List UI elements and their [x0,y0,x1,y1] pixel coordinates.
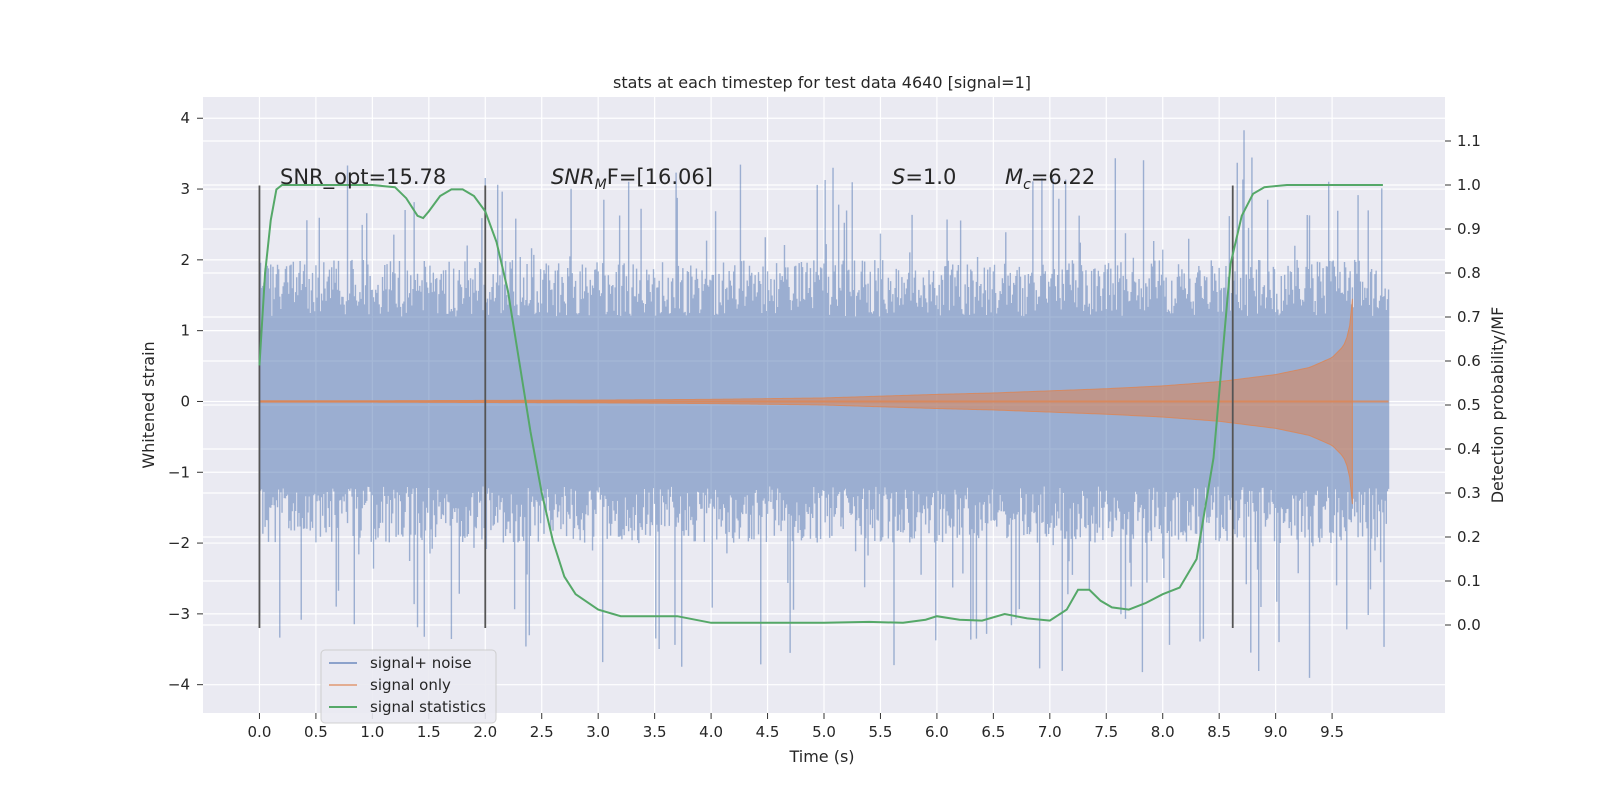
x-tick-label: 0.5 [304,723,328,741]
y-right-tick-label: 0.2 [1457,528,1481,546]
y-right-tick-label: 0.5 [1457,396,1481,414]
x-tick-label: 1.5 [417,723,441,741]
y-right-tick-label: 0.3 [1457,484,1481,502]
x-axis-ticks: 0.0 0.5 1.0 1.5 2.0 2.5 3.0 3.5 4.0 4.5 5.0 5.5 6.0 6… [248,713,1344,741]
x-tick-label: 7.5 [1094,723,1118,741]
x-tick-label: 6.5 [981,723,1005,741]
y-tick-label: −3 [168,605,190,623]
y-tick-label: −4 [168,676,190,694]
x-tick-label: 2.0 [473,723,497,741]
y-right-tick-label: 0.0 [1457,616,1481,634]
y-tick-label: 2 [180,251,190,269]
annotation-s: S=1.0 [892,165,956,189]
annotation-snr-mf-base: SNR [551,165,595,189]
legend-label-signal-plus-noise: signal+ noise [370,654,472,672]
y-right-tick-label: 1.1 [1457,132,1481,150]
annotation-snr-mf: SNRMF=[16.06] [551,165,713,193]
y-right-axis-label: Detection probability/MF [1488,307,1507,504]
y-right-tick-label: 0.8 [1457,264,1481,282]
y-right-tick-label: 1.0 [1457,176,1481,194]
y-tick-label: −1 [168,463,190,481]
y-right-tick-label: 0.7 [1457,308,1481,326]
x-tick-label: 9.5 [1320,723,1344,741]
annotation-mc: Mc=6.22 [1005,165,1095,193]
annotation-s-rest: =1.0 [905,165,956,189]
y-tick-label: 4 [180,109,190,127]
x-tick-label: 6.0 [925,723,949,741]
x-tick-label: 4.5 [756,723,780,741]
annotation-mc-sub: c [1023,177,1031,193]
signal-only-series [258,298,1389,505]
chart-title: stats at each timestep for test data 464… [613,73,1031,92]
x-tick-label: 3.0 [586,723,610,741]
x-tick-label: 5.0 [812,723,836,741]
y-right-tick-label: 0.6 [1457,352,1481,370]
x-tick-label: 0.0 [248,723,272,741]
y-tick-label: −2 [168,534,190,552]
x-tick-label: 9.0 [1264,723,1288,741]
legend-box [320,649,497,724]
vertical-markers [258,185,1234,629]
legend: signal+ noise signal only signal statist… [320,649,497,724]
signal-statistics-line [258,184,1383,624]
annotation-mc-base: M [1005,165,1023,189]
x-tick-label: 7.0 [1038,723,1062,741]
x-tick-label: 8.5 [1207,723,1231,741]
annotation-snr-mf-sub: M [595,177,607,193]
y-right-tick-label: 0.9 [1457,220,1481,238]
y-axis-ticks: 4 3 2 1 0 −1 −2 −3 −4 [168,109,203,694]
signal-statistics-series [258,184,1383,624]
x-tick-label: 8.0 [1151,723,1175,741]
annotation-mc-rest: =6.22 [1031,165,1095,189]
legend-label-signal-only: signal only [370,676,451,694]
y-right-axis-ticks: 1.1 1.0 0.9 0.8 0.7 0.6 0.5 0.4 0.3 0.2 0.1 0.0 [1445,132,1481,634]
y-tick-label: 3 [180,180,190,198]
annotation-snr-mf-rest: F=[16.06] [607,165,713,189]
x-tick-label: 2.5 [530,723,554,741]
x-axis-label: Time (s) [788,747,854,766]
annotations: SNR_opt=15.78 SNRMF=[16.06] S=1.0 Mc=6.2… [280,165,1095,193]
annotation-s-base: S [892,165,905,189]
y-tick-label: 1 [180,322,190,340]
x-tick-label: 3.5 [643,723,667,741]
annotation-snr-opt: SNR_opt=15.78 [280,165,446,190]
y-axis-label: Whitened strain [139,341,158,468]
x-tick-label: 5.5 [869,723,893,741]
y-tick-label: 0 [180,392,190,410]
y-right-tick-label: 0.1 [1457,572,1481,590]
legend-label-signal-statistics: signal statistics [370,698,486,716]
y-right-tick-label: 0.4 [1457,440,1481,458]
x-tick-label: 1.0 [360,723,384,741]
x-tick-label: 4.0 [699,723,723,741]
